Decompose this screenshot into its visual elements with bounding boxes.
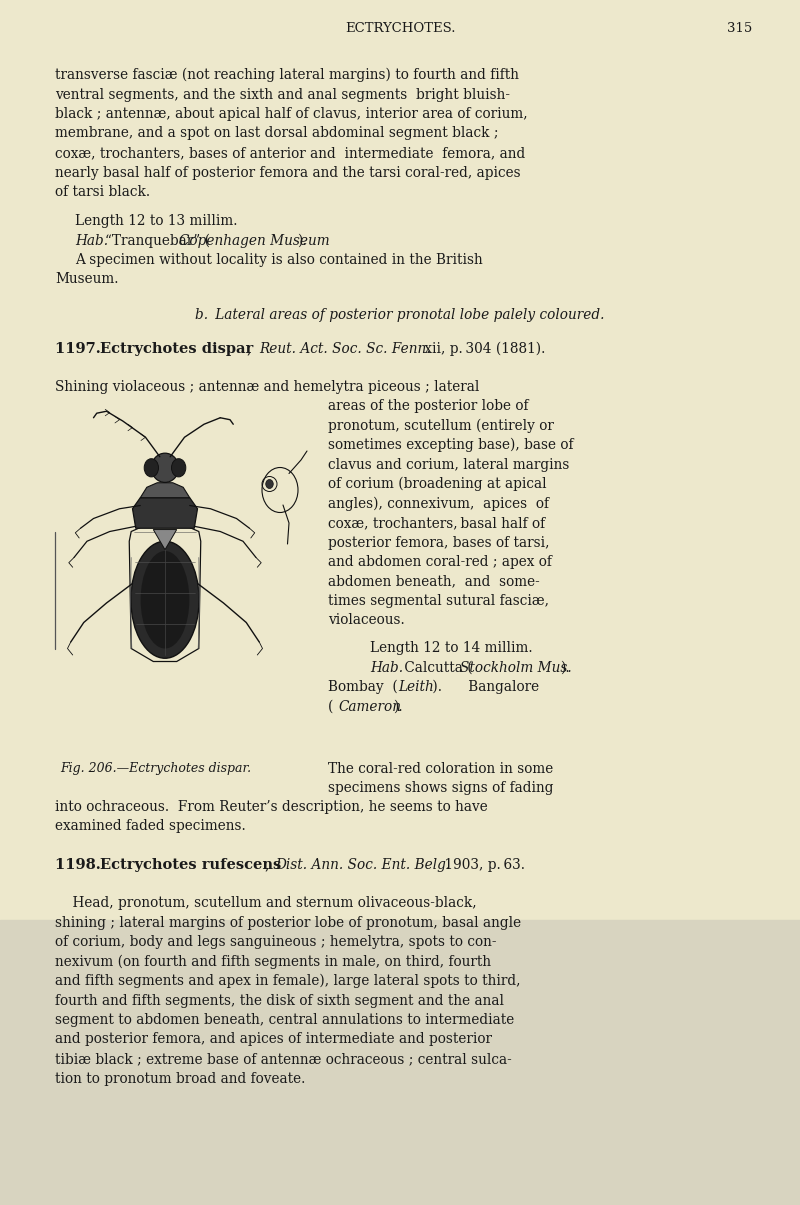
Text: Length 12 to 14 millim.: Length 12 to 14 millim. [370,641,533,656]
Text: Head, pronotum, scutellum and sternum olivaceous-black,: Head, pronotum, scutellum and sternum ol… [55,897,477,910]
Text: Shining violaceous ; antennæ and hemelytra piceous ; lateral: Shining violaceous ; antennæ and hemelyt… [55,380,479,394]
Text: A specimen without locality is also contained in the British: A specimen without locality is also cont… [75,253,482,268]
Text: ).: ). [560,662,570,675]
Text: 1198.: 1198. [55,858,108,872]
Ellipse shape [131,541,199,658]
Text: (: ( [328,700,334,715]
Text: and abdomen coral-red ; apex of: and abdomen coral-red ; apex of [328,556,552,569]
Text: Ectrychotes rufescens: Ectrychotes rufescens [100,858,282,872]
Text: Leith: Leith [398,680,434,694]
Text: “Tranquebar” (: “Tranquebar” ( [105,234,210,248]
Ellipse shape [144,459,158,477]
Text: of tarsi black.: of tarsi black. [55,186,150,199]
Text: examined faded specimens.: examined faded specimens. [55,819,246,833]
Text: Length 12 to 13 millim.: Length 12 to 13 millim. [75,214,238,228]
Text: of corium, body and legs sanguineous ; hemelytra, spots to con-: of corium, body and legs sanguineous ; h… [55,935,497,950]
Ellipse shape [266,480,274,488]
Text: transverse fasciæ (not reaching lateral margins) to fourth and fifth: transverse fasciæ (not reaching lateral … [55,67,519,82]
Text: ECTRYCHOTES.: ECTRYCHOTES. [345,22,455,35]
Text: clavus and corium, lateral margins: clavus and corium, lateral margins [328,458,570,471]
Text: ).: ). [393,700,402,715]
Text: posterior femora, bases of tarsi,: posterior femora, bases of tarsi, [328,535,550,549]
Text: black ; antennæ, about apical half of clavus, interior area of corium,: black ; antennæ, about apical half of cl… [55,107,528,120]
Text: Hab.: Hab. [370,662,403,675]
Text: coxæ, trochanters, bases of anterior and  intermediate  femora, and: coxæ, trochanters, bases of anterior and… [55,146,526,160]
Text: shining ; lateral margins of posterior lobe of pronotum, basal angle: shining ; lateral margins of posterior l… [55,916,521,929]
Text: sometimes excepting base), base of: sometimes excepting base), base of [328,437,574,452]
Text: of corium (broadening at apical: of corium (broadening at apical [328,477,546,492]
Ellipse shape [171,459,186,477]
Polygon shape [154,529,177,549]
Text: The coral-red coloration in some: The coral-red coloration in some [328,762,554,776]
Text: membrane, and a spot on last dorsal abdominal segment black ;: membrane, and a spot on last dorsal abdo… [55,127,498,141]
Text: pronotum, scutellum (entirely or: pronotum, scutellum (entirely or [328,418,554,433]
Text: Museum.: Museum. [55,272,118,286]
Text: abdomen beneath,  and  some-: abdomen beneath, and some- [328,575,540,588]
Text: ).      Bangalore: ). Bangalore [428,680,539,694]
Polygon shape [140,483,190,498]
Ellipse shape [141,551,190,648]
Text: 315: 315 [726,22,752,35]
Text: Fig. 206.—Ectrychotes dispar.: Fig. 206.—Ectrychotes dispar. [60,762,251,775]
Text: nearly basal half of posterior femora and the tarsi coral-red, apices: nearly basal half of posterior femora an… [55,165,521,180]
Text: Bombay  (: Bombay ( [328,680,402,694]
Text: Ectrychotes dispar: Ectrychotes dispar [100,342,254,355]
Text: Calcutta (: Calcutta ( [400,662,473,675]
Text: ,: , [265,858,272,872]
Text: coxæ, trochanters, basal half of: coxæ, trochanters, basal half of [328,516,545,530]
Text: Stockholm Mus.: Stockholm Mus. [460,662,572,675]
Text: tion to pronotum broad and foveate.: tion to pronotum broad and foveate. [55,1071,306,1086]
Text: ).: ). [297,234,306,248]
Text: segment to abdomen beneath, central annulations to intermediate: segment to abdomen beneath, central annu… [55,1013,514,1027]
Polygon shape [133,498,198,528]
Text: ventral segments, and the sixth and anal segments  bright bluish-: ventral segments, and the sixth and anal… [55,88,510,101]
Text: fourth and fifth segments, the disk of sixth segment and the anal: fourth and fifth segments, the disk of s… [55,993,504,1007]
Text: times segmental sutural fasciæ,: times segmental sutural fasciæ, [328,594,549,609]
Text: xii, p. 304 (1881).: xii, p. 304 (1881). [420,342,546,357]
Text: into ochraceous.  From Reuter’s description, he seems to have: into ochraceous. From Reuter’s descripti… [55,800,488,815]
Text: angles), connexivum,  apices  of: angles), connexivum, apices of [328,496,549,511]
Text: Copenhagen Museum: Copenhagen Museum [179,234,330,248]
Text: 1197.: 1197. [55,342,108,355]
Text: specimens shows signs of fading: specimens shows signs of fading [328,781,554,795]
Text: Reut. Act. Soc. Sc. Fenn.: Reut. Act. Soc. Sc. Fenn. [259,342,430,355]
Text: areas of the posterior lobe of: areas of the posterior lobe of [328,399,529,413]
Text: violaceous.: violaceous. [328,613,405,628]
Text: Cameron: Cameron [338,700,401,715]
Ellipse shape [151,453,178,482]
Bar [0,919,800,1205]
Text: nexivum (on fourth and fifth segments in male, on third, fourth: nexivum (on fourth and fifth segments in… [55,954,491,969]
Text: ,: , [247,342,254,355]
Text: b.  Lateral areas of posterior pronotal lobe palely coloured.: b. Lateral areas of posterior pronotal l… [195,308,605,322]
Text: Hab.: Hab. [75,234,108,248]
Text: and fifth segments and apex in female), large lateral spots to third,: and fifth segments and apex in female), … [55,974,521,988]
Text: tibiæ black ; extreme base of antennæ ochraceous ; central sulca-: tibiæ black ; extreme base of antennæ oc… [55,1052,512,1066]
Text: 1903, p. 63.: 1903, p. 63. [440,858,525,872]
Text: Dist. Ann. Soc. Ent. Belg.: Dist. Ann. Soc. Ent. Belg. [275,858,450,872]
Text: and posterior femora, and apices of intermediate and posterior: and posterior femora, and apices of inte… [55,1033,492,1046]
